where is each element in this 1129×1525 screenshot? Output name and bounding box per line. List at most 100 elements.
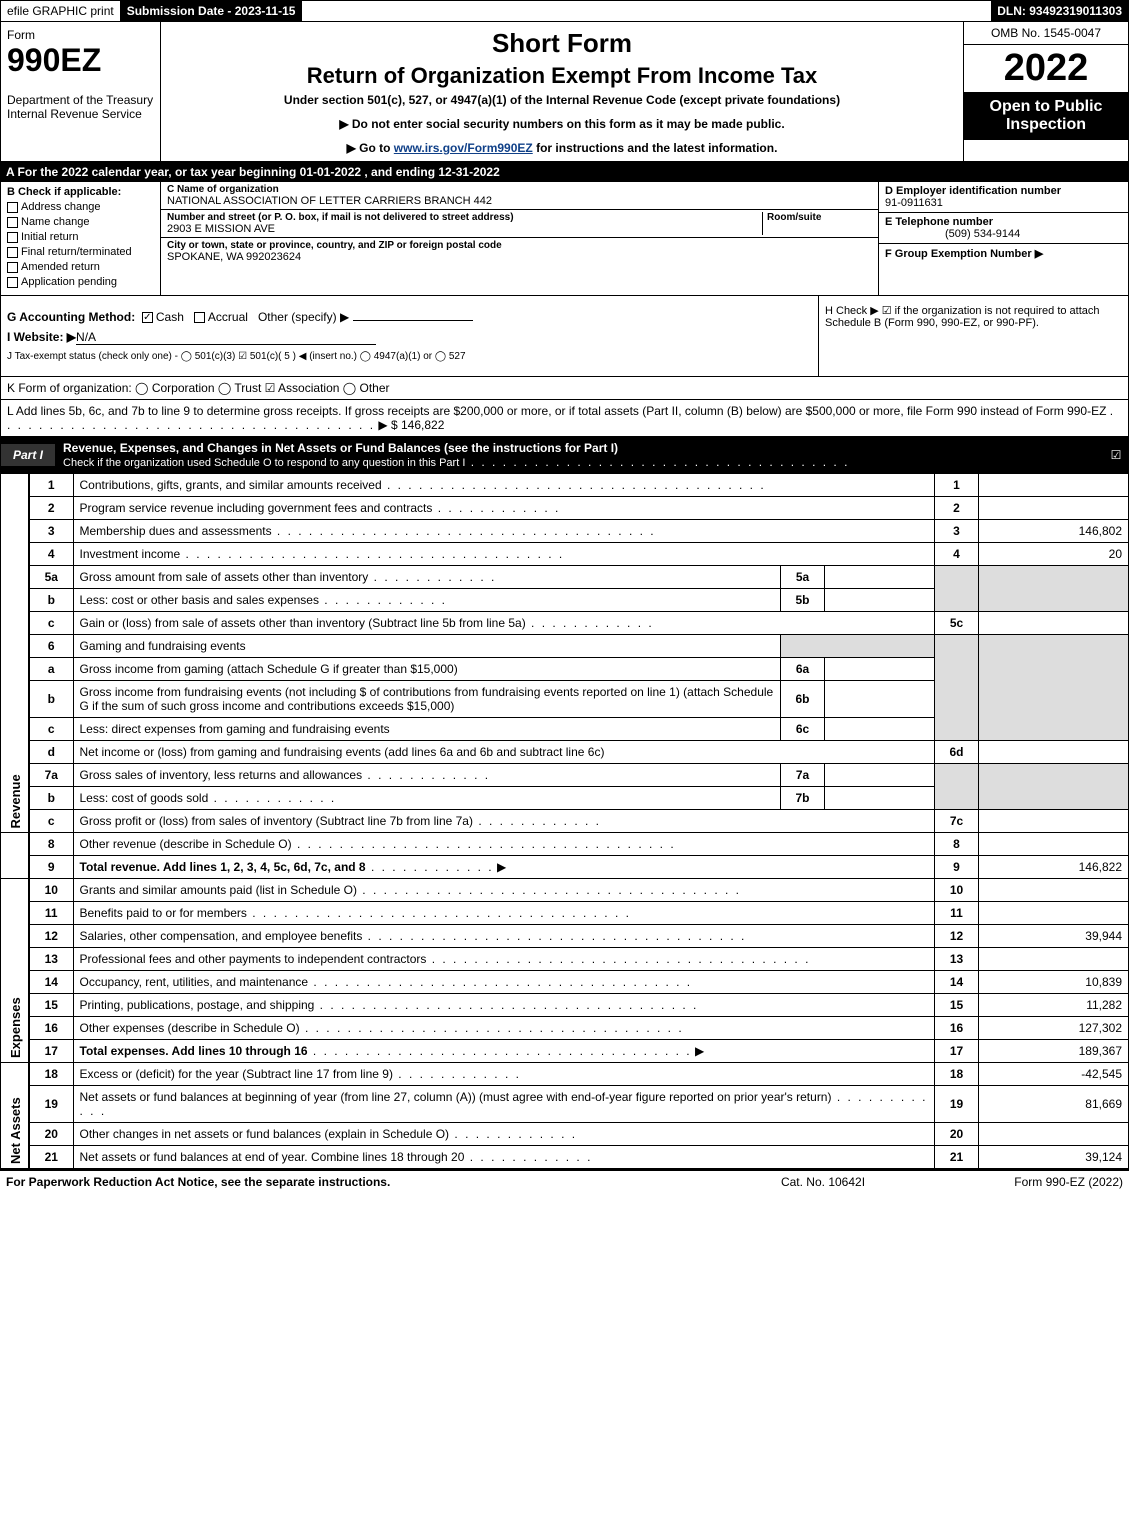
d-label: D Employer identification number [885,185,1061,197]
row-6: 6 Gaming and fundraising events [1,635,1129,658]
city-label: City or town, state or province, country… [167,240,502,251]
header-center: Short Form Return of Organization Exempt… [161,22,963,161]
net-assets-vlabel: Net Assets [1,1063,30,1169]
gross-receipts-value: 146,822 [401,418,444,432]
amt-21: 39,124 [979,1146,1129,1169]
box-b-header: B Check if applicable: [7,186,154,198]
topbar-spacer [302,1,991,21]
submission-date: Submission Date - 2023-11-15 [121,1,303,21]
footer-right: Form 990-EZ (2022) [923,1175,1123,1189]
city-value: SPOKANE, WA 992023624 [167,251,502,263]
org-name: NATIONAL ASSOCIATION OF LETTER CARRIERS … [167,195,872,207]
row-5c: c Gain or (loss) from sale of assets oth… [1,612,1129,635]
line-i: I Website: ▶N/A [7,330,812,345]
amt-18: -42,545 [979,1063,1129,1086]
row-19: 19 Net assets or fund balances at beginn… [1,1086,1129,1123]
line-l-text: L Add lines 5b, 6c, and 7b to line 9 to … [7,404,1106,418]
revenue-vlabel: Revenue [1,474,30,833]
row-7a: 7a Gross sales of inventory, less return… [1,764,1129,787]
room-label: Room/suite [767,212,872,223]
website-value: N/A [76,330,376,345]
amt-15: 11,282 [979,994,1129,1017]
amt-4: 20 [979,543,1129,566]
chk-cash[interactable]: ✓ [142,312,153,323]
chk-accrual[interactable] [194,312,205,323]
section-bcdef: B Check if applicable: Address change Na… [0,182,1129,296]
other-specify-input[interactable] [353,320,473,321]
gh-left: G Accounting Method: ✓Cash Accrual Other… [1,296,818,376]
chk-initial-return[interactable]: Initial return [7,231,154,243]
line-h: H Check ▶ ☑ if the organization is not r… [818,296,1128,376]
line-k: K Form of organization: ◯ Corporation ◯ … [0,377,1129,400]
addr-label: Number and street (or P. O. box, if mail… [167,212,762,223]
amt-16: 127,302 [979,1017,1129,1040]
part-i-header: Part I Revenue, Expenses, and Changes in… [0,437,1129,474]
row-15: 15 Printing, publications, postage, and … [1,994,1129,1017]
e-label: E Telephone number [885,216,993,228]
section-ghij: G Accounting Method: ✓Cash Accrual Other… [0,296,1129,377]
part-i-tab: Part I [1,444,55,466]
amt-9: 146,822 [979,856,1129,879]
row-6d: d Net income or (loss) from gaming and f… [1,741,1129,764]
chk-application-pending[interactable]: Application pending [7,276,154,288]
row-1: Revenue 1 Contributions, gifts, grants, … [1,474,1129,497]
efile-label: efile GRAPHIC print [1,1,121,21]
amt-14: 10,839 [979,971,1129,994]
row-3: 3 Membership dues and assessments 3 146,… [1,520,1129,543]
part-i-table: Revenue 1 Contributions, gifts, grants, … [0,474,1129,1169]
ein-value: 91-0911631 [885,197,943,209]
box-def: D Employer identification number 91-0911… [878,182,1128,295]
form-subtitle: Under section 501(c), 527, or 4947(a)(1)… [171,93,953,107]
box-f: F Group Exemption Number ▶ [879,244,1128,295]
row-21: 21 Net assets or fund balances at end of… [1,1146,1129,1169]
row-11: 11 Benefits paid to or for members 11 [1,902,1129,925]
header-left: Form 990EZ Department of the Treasury In… [1,22,161,161]
amt-17: 189,367 [979,1040,1129,1063]
chk-final-return[interactable]: Final return/terminated [7,246,154,258]
line-l-arrow: ▶ $ [378,418,397,432]
amt-12: 39,944 [979,925,1129,948]
form-number: 990EZ [7,42,154,79]
row-18: Net Assets 18 Excess or (deficit) for th… [1,1063,1129,1086]
chk-name-change[interactable]: Name change [7,216,154,228]
bullet-1: ▶ Do not enter social security numbers o… [171,117,953,131]
short-form-title: Short Form [171,28,953,59]
box-e: E Telephone number (509) 534-9144 [879,213,1128,244]
amt-3: 146,802 [979,520,1129,543]
address-row: Number and street (or P. O. box, if mail… [161,210,878,238]
form-header: Form 990EZ Department of the Treasury In… [0,22,1129,162]
city-row: City or town, state or province, country… [161,238,878,295]
row-5a: 5a Gross amount from sale of assets othe… [1,566,1129,589]
bullet-2: ▶ Go to www.irs.gov/Form990EZ for instru… [171,141,953,155]
row-4: 4 Investment income 4 20 [1,543,1129,566]
street-address: 2903 E MISSION AVE [167,223,762,235]
box-c: C Name of organization NATIONAL ASSOCIAT… [161,182,878,295]
row-9: 9 Total revenue. Add lines 1, 2, 3, 4, 5… [1,856,1129,879]
form-word: Form [7,28,154,42]
part-i-checkbox[interactable]: ☑ [1104,448,1128,462]
box-b: B Check if applicable: Address change Na… [1,182,161,295]
expenses-vlabel: Expenses [1,879,30,1063]
tax-year: 2022 [964,45,1128,92]
line-g: G Accounting Method: ✓Cash Accrual Other… [7,310,812,324]
row-12: 12 Salaries, other compensation, and emp… [1,925,1129,948]
chk-address-change[interactable]: Address change [7,201,154,213]
top-bar: efile GRAPHIC print Submission Date - 20… [0,0,1129,22]
row-16: 16 Other expenses (describe in Schedule … [1,1017,1129,1040]
header-right: OMB No. 1545-0047 2022 Open to Public In… [963,22,1128,161]
line-l: L Add lines 5b, 6c, and 7b to line 9 to … [0,400,1129,437]
page-footer: For Paperwork Reduction Act Notice, see … [0,1169,1129,1193]
chk-amended-return[interactable]: Amended return [7,261,154,273]
footer-center: Cat. No. 10642I [723,1175,923,1189]
box-d: D Employer identification number 91-0911… [879,182,1128,213]
irs-link[interactable]: www.irs.gov/Form990EZ [394,141,533,155]
row-13: 13 Professional fees and other payments … [1,948,1129,971]
bullet-2-pre: ▶ Go to [347,141,394,155]
footer-left: For Paperwork Reduction Act Notice, see … [6,1175,723,1189]
row-8: 8 Other revenue (describe in Schedule O)… [1,833,1129,856]
amt-19: 81,669 [979,1086,1129,1123]
line-a: A For the 2022 calendar year, or tax yea… [0,162,1129,182]
row-7c: c Gross profit or (loss) from sales of i… [1,810,1129,833]
f-label: F Group Exemption Number ▶ [885,248,1043,260]
bullet-2-post: for instructions and the latest informat… [533,141,778,155]
